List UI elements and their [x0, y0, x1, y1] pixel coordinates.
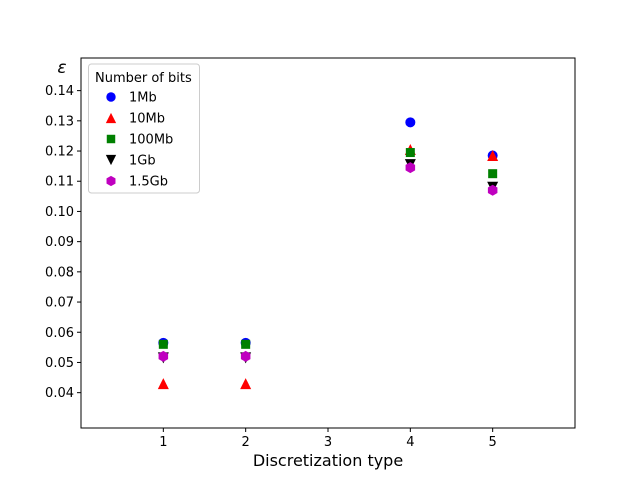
- y-tick-label: 0.08: [45, 265, 74, 280]
- data-point-1.5Gb: [487, 184, 498, 196]
- data-point-100Mb: [241, 339, 251, 349]
- y-tick-label: 0.09: [45, 235, 74, 250]
- x-tick-label: 4: [406, 435, 414, 450]
- x-tick-label: 5: [489, 435, 497, 450]
- legend-item-label: 1Gb: [129, 154, 156, 169]
- y-tick-label: 0.04: [45, 386, 74, 401]
- y-axis-label: ε: [57, 58, 66, 78]
- x-tick-label: 1: [159, 435, 167, 450]
- legend-marker-square-icon: [106, 134, 116, 144]
- data-point-10Mb: [240, 378, 252, 390]
- y-tick-label: 0.12: [45, 145, 74, 160]
- data-point-100Mb: [405, 148, 415, 158]
- data-point-100Mb: [158, 339, 168, 349]
- y-tick-label: 0.13: [45, 114, 74, 129]
- data-point-1Mb: [405, 117, 416, 128]
- data-point-1.5Gb: [240, 350, 251, 362]
- legend-item-label: 1.5Gb: [129, 175, 168, 190]
- data-point-100Mb: [488, 169, 498, 179]
- legend-marker-triangle-down-icon: [105, 154, 117, 166]
- data-point-1.5Gb: [158, 350, 169, 362]
- x-tick-label: 2: [242, 435, 250, 450]
- x-tick-label: 3: [324, 435, 332, 450]
- data-point-1.5Gb: [405, 162, 416, 174]
- y-tick-label: 0.05: [45, 356, 74, 371]
- legend-marker-triangle-up-icon: [105, 112, 117, 124]
- legend-item-label: 1Mb: [129, 91, 157, 106]
- y-tick-label: 0.07: [45, 296, 74, 311]
- legend-marker-circle-icon: [106, 92, 116, 102]
- y-tick-label: 0.11: [45, 175, 74, 190]
- y-tick-label: 0.10: [45, 205, 74, 220]
- legend-item-label: 10Mb: [129, 112, 165, 127]
- y-tick-label: 0.06: [45, 326, 74, 341]
- x-axis-label: Discretization type: [253, 451, 403, 470]
- legend-title: Number of bits: [95, 71, 192, 86]
- data-point-10Mb: [157, 378, 169, 390]
- legend-item-label: 100Mb: [129, 133, 173, 148]
- legend-box: [88, 63, 200, 194]
- legend-marker-hexagon-icon: [106, 175, 116, 187]
- y-tick-label: 0.14: [45, 84, 74, 99]
- data-point-10Mb: [487, 150, 499, 162]
